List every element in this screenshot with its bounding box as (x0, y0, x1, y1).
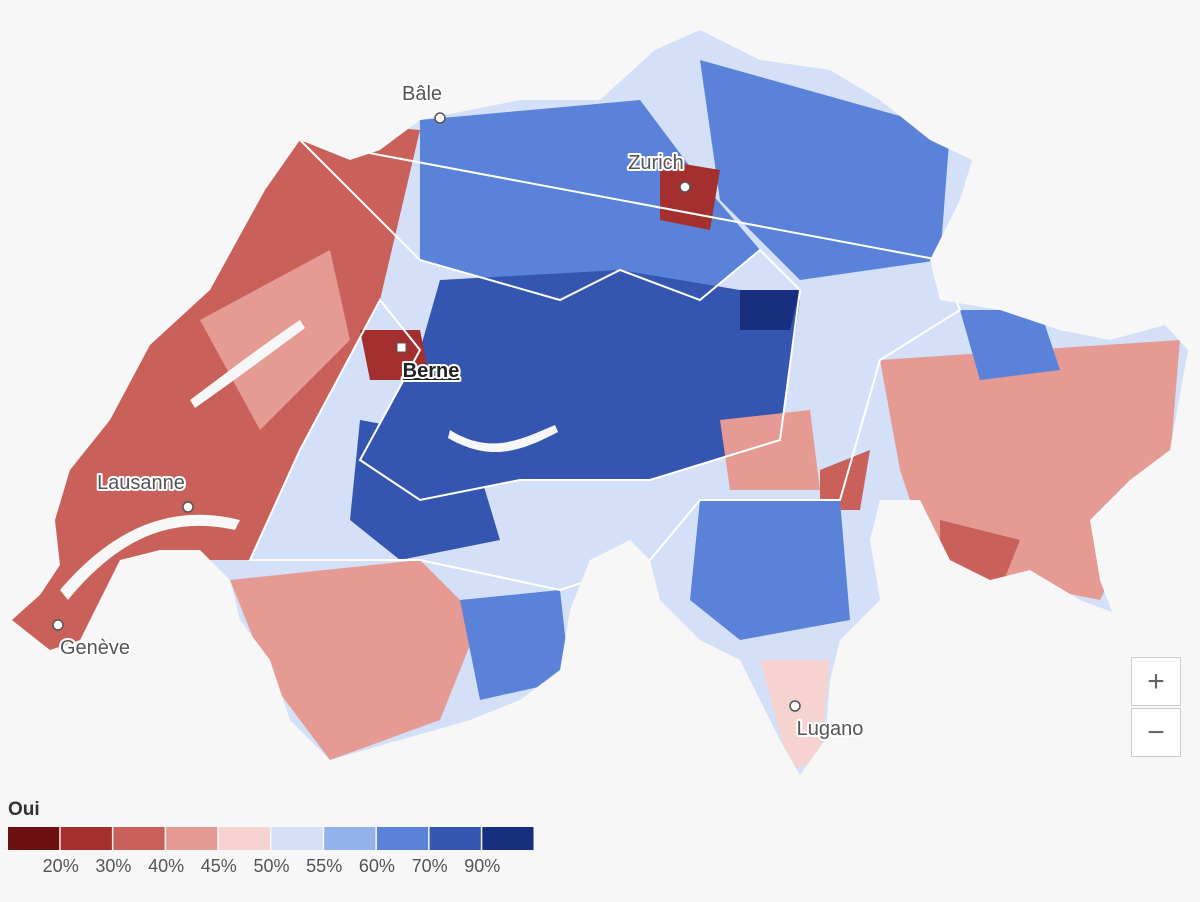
capital-marker (396, 342, 407, 353)
legend-label: 90% (464, 856, 500, 876)
legend-swatch (60, 827, 112, 850)
legend-swatch (218, 827, 270, 850)
lake (448, 425, 558, 453)
region (460, 590, 570, 700)
legend-swatch (271, 827, 323, 850)
city-marker (52, 619, 64, 631)
legend-label: 45% (201, 856, 237, 876)
legend-swatch (429, 827, 481, 850)
legend-title: Oui (8, 799, 40, 820)
city-marker (182, 501, 194, 513)
lake (60, 514, 240, 600)
city-label: Zurich (628, 152, 684, 174)
legend-label: 20% (43, 856, 79, 876)
region (230, 560, 480, 760)
city-marker (434, 112, 446, 124)
legend-swatch (166, 827, 218, 850)
legend-label: 60% (359, 856, 395, 876)
region (880, 340, 1180, 600)
legend-label: 55% (306, 856, 342, 876)
city-label: Lugano (797, 718, 864, 740)
communes (12, 30, 1188, 775)
region (420, 100, 760, 300)
zoom-in-button[interactable]: + (1131, 657, 1181, 706)
region (700, 60, 950, 280)
region (660, 160, 720, 230)
region (12, 590, 90, 650)
city-marker (789, 700, 801, 712)
city-label: Genève (60, 637, 130, 659)
city-label: Bâle (402, 83, 442, 105)
region (350, 420, 500, 560)
legend: 20% 30% 40% 45% 50% 55% 60% 70% 90% (8, 827, 534, 876)
zoom-out-button[interactable]: − (1131, 708, 1181, 757)
legend-swatch (324, 827, 376, 850)
legend-swatch (113, 827, 165, 850)
legend-label: 40% (148, 856, 184, 876)
legend-label: 50% (253, 856, 289, 876)
city-markers (52, 112, 801, 712)
legend-swatch (8, 827, 60, 850)
capital-label: Berne (403, 360, 460, 382)
region (720, 410, 820, 490)
legend-label: 70% (412, 856, 448, 876)
region (690, 500, 850, 640)
city-label: Lausanne (97, 472, 185, 494)
region (360, 330, 430, 380)
legend-swatch (482, 827, 534, 850)
canton-border (248, 138, 962, 592)
region (60, 470, 210, 560)
legend-label: 30% (95, 856, 131, 876)
lake (190, 320, 305, 408)
region (740, 290, 800, 330)
region (760, 660, 830, 770)
city-marker (679, 181, 691, 193)
region (960, 310, 1060, 380)
legend-swatch (376, 827, 429, 850)
